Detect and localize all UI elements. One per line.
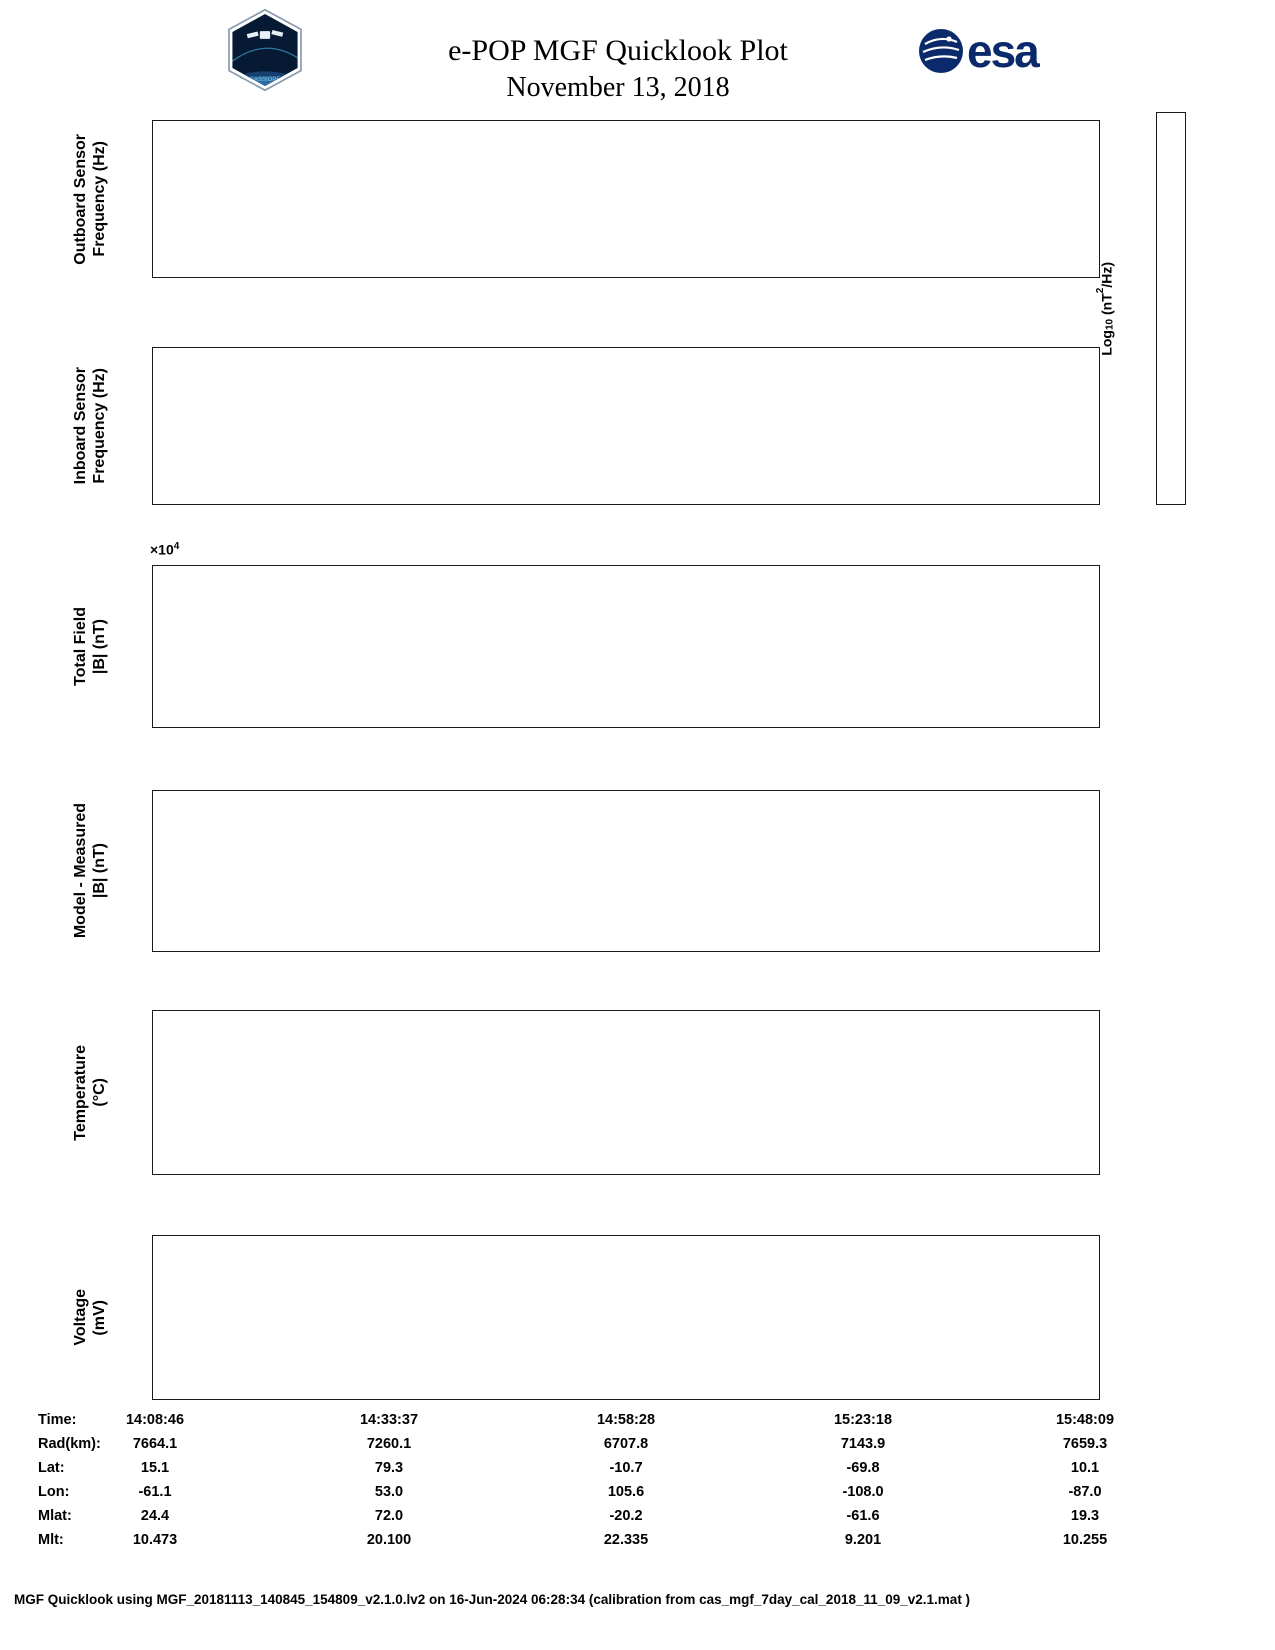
table-cell: 6707.8 [603,1436,649,1452]
table-row-label: Time: [38,1412,77,1428]
table-cell: 19.3 [1070,1508,1100,1524]
temperature-panel [152,1010,1100,1175]
table-cell: 7260.1 [366,1436,412,1452]
total-field-panel [152,565,1100,728]
ylabel-line: |B| (nT) [90,618,108,675]
table-cell: 15.1 [140,1460,170,1476]
table-row-rad: Rad(km): 7664.1 7260.1 6707.8 7143.9 765… [0,1436,1275,1458]
y-axis-multiplier: ×104 [150,541,179,558]
ylabel-line: |B| (nT) [90,843,108,899]
esa-wordmark: esa [967,25,1040,77]
total-field-canvas [153,566,453,716]
table-cell: 14:08:46 [125,1412,185,1428]
ylabel-line: Total Field [71,607,89,686]
voltage-ylabel: Voltage (mV) [62,1235,118,1400]
cassiope-logo: CASSIOPE [222,8,308,97]
model-measured-ylabel: Model - Measured |B| (nT) [62,790,118,952]
table-row-label: Lon: [38,1484,70,1500]
multiplier-exp: 4 [173,541,180,552]
table-cell: 14:33:37 [359,1412,419,1428]
table-row-lat: Lat: 15.1 79.3 -10.7 -69.8 10.1 [0,1460,1275,1482]
cassiope-badge-icon: CASSIOPE [228,8,302,92]
table-row-label: Mlat: [38,1508,72,1524]
page-title: e-POP MGF Quicklook Plot [448,34,788,67]
voltage-panel [152,1235,1100,1400]
table-cell: -61.1 [138,1484,172,1500]
table-cell: -108.0 [842,1484,884,1500]
esa-logo: esa [918,25,1040,77]
plot-title-block: e-POP MGF Quicklook Plot November 13, 20… [318,34,918,104]
table-row-label: Mlt: [38,1532,64,1548]
outboard-spectrogram-canvas [153,121,453,271]
model-measured-panel [152,790,1100,952]
ylabel-line: Frequency (Hz) [90,141,108,257]
inboard-spectrogram-panel [152,347,1100,505]
table-cell: 10.255 [1062,1532,1108,1548]
table-cell: 53.0 [374,1484,404,1500]
ylabel-line: Frequency (Hz) [90,368,108,484]
table-cell: 22.335 [603,1532,649,1548]
table-row-label: Rad(km): [38,1436,101,1452]
colorbar-label: Log10 (nT2/Hz) [1094,112,1116,505]
table-row-label: Lat: [38,1460,65,1476]
esa-emblem-icon [919,29,963,73]
table-cell: 14:58:28 [596,1412,656,1428]
table-cell: 9.201 [844,1532,882,1548]
table-cell: 24.4 [140,1508,170,1524]
badge-text: CASSIOPE [250,77,281,83]
table-cell: -69.8 [846,1460,880,1476]
table-cell: 7143.9 [840,1436,886,1452]
inboard-spectrogram-canvas [153,348,453,498]
table-row-time: Time: 14:08:46 14:33:37 14:58:28 15:23:1… [0,1412,1275,1434]
table-cell: -20.2 [609,1508,643,1524]
ylabel-line: Inboard Sensor [71,367,89,485]
colorbar [1156,112,1275,505]
ylabel-line: (mV) [90,1299,108,1336]
table-row-lon: Lon: -61.1 53.0 105.6 -108.0 -87.0 [0,1484,1275,1506]
table-cell: 15:48:09 [1055,1412,1115,1428]
table-cell: 105.6 [607,1484,645,1500]
table-cell: -87.0 [1068,1484,1102,1500]
table-cell: 7664.1 [132,1436,178,1452]
table-row-mlat: Mlat: 24.4 72.0 -20.2 -61.6 19.3 [0,1508,1275,1530]
page-date: November 13, 2018 [506,72,730,103]
table-cell: 79.3 [374,1460,404,1476]
table-cell: 7659.3 [1062,1436,1108,1452]
table-cell: 15:23:18 [833,1412,893,1428]
ylabel-line: Outboard Sensor [71,133,89,265]
outboard-spectrogram-ylabel: Outboard Sensor Frequency (Hz) [62,120,118,278]
table-cell: 10.1 [1070,1460,1100,1476]
total-field-ylabel: Total Field |B| (nT) [62,565,118,728]
table-cell: -10.7 [609,1460,643,1476]
temperature-canvas [153,1011,453,1161]
table-cell: 72.0 [374,1508,404,1524]
colorbar-canvas [1157,113,1275,263]
temperature-ylabel: Temperature (°C) [62,1010,118,1175]
multiplier-base: ×10 [150,541,174,558]
voltage-canvas [153,1236,453,1386]
ylabel-line: Temperature [71,1044,89,1141]
ylabel-line: Voltage [71,1289,89,1346]
footer-text: MGF Quicklook using MGF_20181113_140845_… [14,1592,971,1607]
table-cell: 10.473 [132,1532,178,1548]
table-row-mlt: Mlt: 10.473 20.100 22.335 9.201 10.255 [0,1532,1275,1554]
inboard-spectrogram-ylabel: Inboard Sensor Frequency (Hz) [62,347,118,505]
colorbar-label-text: Log10 (nT2/Hz) [1094,261,1116,356]
table-cell: -61.6 [846,1508,880,1524]
table-cell: 20.100 [366,1532,412,1548]
ylabel-line: (°C) [90,1078,108,1107]
outboard-spectrogram-panel [152,120,1100,278]
model-measured-canvas [153,791,453,941]
ylabel-line: Model - Measured [71,803,89,939]
